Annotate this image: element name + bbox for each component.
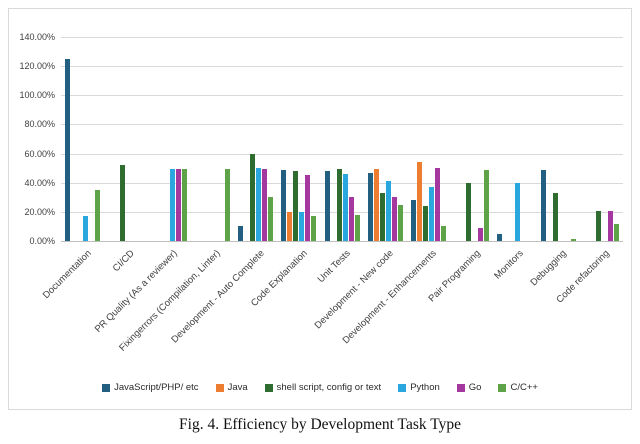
- bar-group-pair-programing: [450, 37, 493, 241]
- bar-group-debugging: [537, 37, 580, 241]
- legend-item-label: Go: [468, 382, 482, 393]
- bar-python: [428, 187, 434, 241]
- bar-javascript-php-etc: [540, 169, 546, 241]
- gridline: [61, 182, 623, 184]
- plot-area: [61, 37, 623, 241]
- bar-group-unit-tests: [320, 37, 363, 241]
- figure-caption: Fig. 4. Efficiency by Development Task T…: [179, 416, 461, 433]
- y-axis-tick-label: 40.00%: [24, 177, 55, 188]
- legend-swatch-icon: [264, 383, 273, 392]
- bar-shell-script-config-or-text: [466, 182, 472, 241]
- bar-go: [305, 175, 311, 241]
- bar-c-c: [268, 197, 274, 241]
- legend-item-python: Python: [398, 382, 440, 393]
- bar-c-c: [440, 226, 446, 241]
- bar-shell-script-config-or-text: [552, 192, 558, 241]
- legend-swatch-icon: [102, 383, 111, 392]
- bar-group-pr-quality-as-a-reviewer: [147, 37, 190, 241]
- bar-c-c: [570, 238, 576, 241]
- legend-swatch-icon: [398, 383, 407, 392]
- bar-shell-script-config-or-text: [422, 206, 428, 241]
- bar-go: [434, 168, 440, 241]
- gridline: [61, 153, 623, 155]
- bar-c-c: [354, 214, 360, 241]
- bar-group-code-refactoring: [580, 37, 623, 241]
- bar-shell-script-config-or-text: [379, 192, 385, 241]
- legend-item-javascript-php-etc: JavaScript/PHP/ etc: [102, 382, 199, 393]
- legend-item-java: Java: [215, 382, 248, 393]
- legend-item-label: shell script, config or text: [276, 382, 382, 393]
- bar-go: [607, 211, 613, 241]
- bar-shell-script-config-or-text: [336, 168, 342, 241]
- bar-shell-script-config-or-text: [120, 165, 126, 241]
- bar-c-c: [484, 169, 490, 241]
- bar-c-c: [613, 223, 619, 241]
- bar-group-development-auto-complete: [234, 37, 277, 241]
- y-axis-tick-label: 0.00%: [29, 236, 55, 246]
- bar-group-monitors: [493, 37, 536, 241]
- bar-javascript-php-etc: [65, 58, 71, 241]
- bar-javascript-php-etc: [324, 171, 330, 241]
- bar-c-c: [181, 168, 187, 241]
- y-axis-tick-label: 120.00%: [19, 61, 55, 72]
- bar-python: [169, 168, 175, 241]
- gridline: [61, 124, 623, 126]
- bar-c-c: [95, 190, 101, 241]
- bar-group-development-new-code: [364, 37, 407, 241]
- bar-python: [515, 182, 521, 241]
- bar-group-fixingerrors-compilation-linter: [191, 37, 234, 241]
- bar-javascript-php-etc: [238, 226, 244, 241]
- gridline: [61, 211, 623, 213]
- bar-go: [262, 168, 268, 241]
- x-axis-line: [61, 241, 623, 242]
- gridline: [61, 95, 623, 97]
- legend-swatch-icon: [456, 383, 465, 392]
- bar-go: [478, 227, 484, 241]
- bar-java: [287, 211, 293, 241]
- legend-item-label: C/C++: [510, 382, 538, 393]
- bar-shell-script-config-or-text: [595, 211, 601, 241]
- gridline: [61, 37, 623, 38]
- y-axis-tick-label: 60.00%: [24, 148, 55, 159]
- bar-javascript-php-etc: [410, 200, 416, 241]
- bar-group-code-explanation: [277, 37, 320, 241]
- bar-python: [256, 168, 262, 241]
- bar-c-c: [311, 216, 317, 241]
- y-axis-tick-label: 100.00%: [19, 90, 55, 101]
- bar-javascript-php-etc: [367, 172, 373, 241]
- y-axis-tick-label: 140.00%: [19, 32, 55, 42]
- bar-go: [348, 197, 354, 241]
- legend-item-label: Java: [227, 382, 248, 393]
- bar-c-c: [397, 205, 403, 241]
- legend: JavaScript/PHP/ etc Java shell script, con…: [9, 382, 631, 393]
- bar-group-ci-cd: [104, 37, 147, 241]
- y-axis-tick-label: 80.00%: [24, 119, 55, 130]
- bar-go: [175, 168, 181, 241]
- y-axis-tick-label: 20.00%: [24, 206, 55, 217]
- gridline: [61, 66, 623, 68]
- bar-c-c: [224, 168, 230, 241]
- bar-shell-script-config-or-text: [250, 153, 256, 241]
- bar-javascript-php-etc: [497, 234, 503, 241]
- bar-java: [416, 162, 422, 241]
- bar-group-development-enhancements: [407, 37, 450, 241]
- bar-javascript-php-etc: [281, 169, 287, 241]
- legend-item-label: Python: [410, 382, 440, 393]
- bar-python: [299, 211, 305, 241]
- bar-shell-script-config-or-text: [293, 171, 299, 241]
- bar-python: [385, 181, 391, 241]
- bar-go: [391, 197, 397, 241]
- legend-swatch-icon: [215, 383, 224, 392]
- legend-swatch-icon: [498, 383, 507, 392]
- legend-item-shell-script-config-or-text: shell script, config or text: [264, 382, 382, 393]
- legend-item-go: Go: [456, 382, 482, 393]
- chart: 0.00% 20.00% 40.00% 60.00% 80.00% 100.00% 120.…: [8, 8, 632, 410]
- bar-group-documentation: [61, 37, 104, 241]
- legend-item-c-c: C/C++: [498, 382, 538, 393]
- bar-python: [83, 215, 89, 241]
- legend-item-label: JavaScript/PHP/ etc: [114, 382, 199, 393]
- bar-python: [342, 173, 348, 241]
- bar-java: [373, 168, 379, 241]
